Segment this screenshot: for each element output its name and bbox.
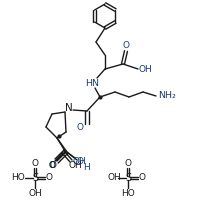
Text: HO: HO [11,173,25,183]
Text: O: O [50,160,56,170]
Text: OH: OH [138,65,152,74]
Text: S: S [32,173,38,183]
Text: H: H [83,162,89,171]
Text: OH: OH [68,160,82,170]
Text: HN: HN [85,78,99,88]
Text: O: O [46,173,52,183]
Text: HO: HO [121,189,135,198]
Text: NH₂: NH₂ [158,91,176,101]
Text: O: O [125,160,131,168]
Text: OH: OH [107,173,121,183]
Text: O: O [76,158,84,166]
Text: O: O [48,162,56,170]
Text: S: S [125,173,131,183]
Text: O: O [48,162,56,170]
Text: O: O [122,42,130,51]
Text: O: O [32,160,38,168]
Text: N: N [65,103,73,113]
Text: OH: OH [28,189,42,198]
Text: O: O [139,173,145,183]
Text: OH: OH [72,158,86,166]
Text: O: O [76,122,84,131]
